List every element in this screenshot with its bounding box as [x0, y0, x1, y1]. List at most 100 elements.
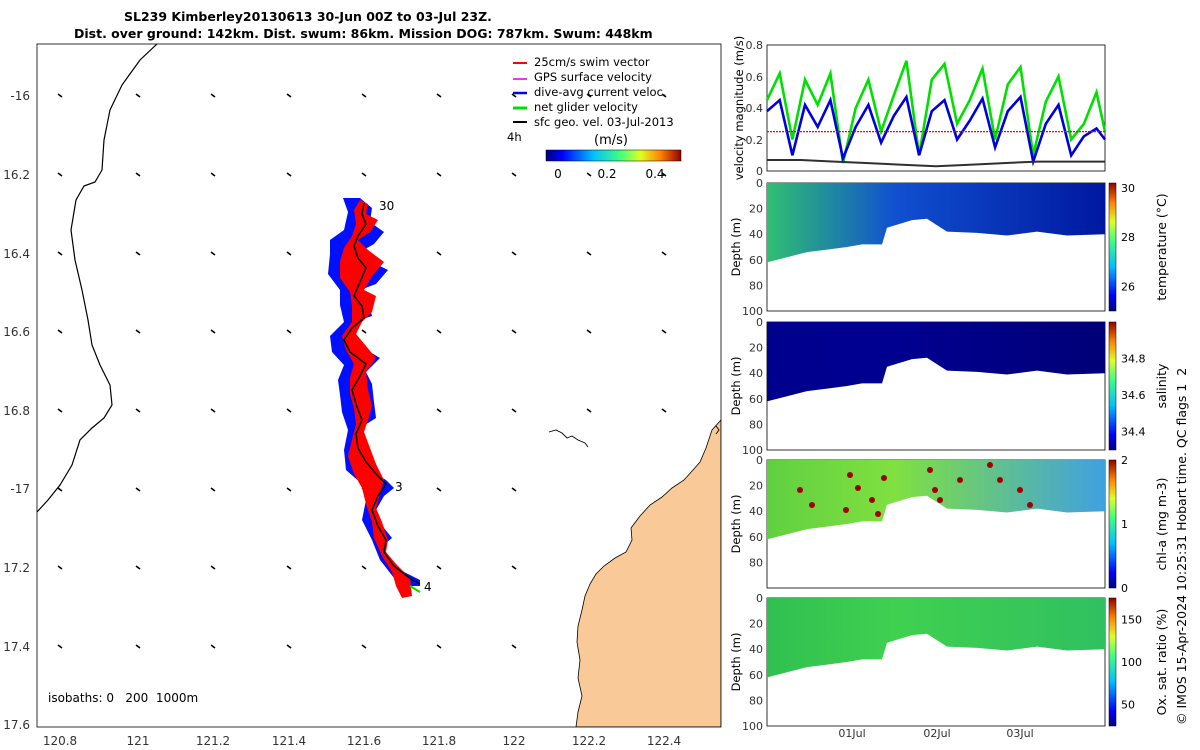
geo-arrow [661, 408, 667, 413]
colorbar-tick: 100 [1121, 656, 1142, 669]
vel-ylabel: velocity magnitude (m/s) [732, 36, 746, 181]
depth-y-tick: 20 [749, 618, 763, 631]
net-velocity-tail [409, 585, 421, 593]
colorbar-tick: 34.6 [1121, 389, 1146, 402]
geo-arrow [210, 172, 216, 177]
depth-data-region [767, 183, 1105, 263]
geo-arrow [210, 565, 216, 570]
time-x-tick: 02Jul [923, 727, 950, 740]
geo-arrow [661, 172, 667, 177]
island-1 [548, 429, 589, 448]
depth-y-tick: 40 [749, 643, 763, 656]
geo-arrow [436, 408, 442, 413]
map-y-tick: 17.2 [3, 561, 30, 575]
legend-label-geo: sfc geo. vel. 03-Jul-2013 [534, 115, 674, 129]
geo-arrow [57, 565, 63, 570]
chl-a-point [1027, 502, 1033, 508]
track-map: 120.8 121 121.2 121.4 121.6 121.8 122 12… [3, 43, 722, 748]
colorbar-label: chl-a (mg m-3) [1154, 478, 1169, 571]
legend-label-current: dive-avg current veloc. [534, 85, 667, 99]
geo-arrow [135, 329, 141, 334]
geo-arrow [361, 93, 367, 98]
geo-arrow [286, 329, 292, 334]
geo-arrow [286, 172, 292, 177]
chl-a-point [937, 497, 943, 503]
chl-a-point [869, 497, 875, 503]
geo-arrow [511, 487, 517, 492]
geo-arrow [57, 644, 63, 649]
track-label-3: 3 [395, 480, 403, 494]
geo-arrow [286, 251, 292, 256]
colorbar-tick: 150 [1121, 613, 1142, 626]
geo-arrow [57, 408, 63, 413]
colorbar-label: temperature (°C) [1154, 193, 1169, 300]
velocity-series-line [766, 93, 1107, 167]
geo-arrow [511, 251, 517, 256]
depth-y-tick: 60 [749, 669, 763, 682]
geo-arrow [511, 644, 517, 649]
map-y-tick: 16.6 [3, 325, 30, 339]
geo-arrow [511, 93, 517, 98]
colorbar-tick: 0 [554, 167, 562, 181]
isobath-line [37, 44, 158, 513]
depth-y-tick: 0 [756, 177, 763, 190]
colorbar [1108, 597, 1117, 727]
glider-track: 30 3 4 [328, 198, 432, 598]
island-2 [715, 425, 720, 435]
chl-a-point [997, 477, 1003, 483]
depth-y-tick: 40 [749, 505, 763, 518]
depth-y-tick: 40 [749, 228, 763, 241]
vel-y-tick: 0.2 [746, 134, 764, 147]
depth-y-tick: 40 [749, 367, 763, 380]
geo-arrow [57, 93, 63, 98]
depth-y-tick: 80 [749, 418, 763, 431]
chl-a-point [1017, 487, 1023, 493]
geo-arrow [286, 408, 292, 413]
geo-arrow [436, 172, 442, 177]
geo-arrow [511, 408, 517, 413]
geo-arrow [586, 408, 592, 413]
geo-arrow [436, 93, 442, 98]
map-y-tick: 16.2 [3, 168, 30, 182]
velocity-panel: 0 0.2 0.4 0.6 0.8 velocity magnitude (m/… [732, 36, 1107, 181]
time-x-tick: 03Jul [1006, 727, 1033, 740]
chl-a-point [927, 467, 933, 473]
geo-arrow [286, 487, 292, 492]
vel-y-tick: 0.6 [746, 71, 764, 84]
geo-arrow [286, 644, 292, 649]
legend-label-swim: 25cm/s swim vector [534, 55, 650, 69]
map-x-tick: 121.6 [347, 734, 381, 748]
vel-y-tick: 0 [756, 165, 763, 178]
depth-y-tick: 0 [756, 454, 763, 467]
geo-arrow [511, 565, 517, 570]
chart-subtitle: Dist. over ground: 142km. Dist. swum: 86… [74, 26, 653, 41]
depth-data-region [767, 598, 1105, 678]
geo-arrow [436, 487, 442, 492]
isobaths-label: isobaths: 0 200 1000m [48, 691, 198, 705]
chl-a-point [809, 502, 815, 508]
depth-y-tick: 100 [742, 720, 763, 733]
geo-arrow [135, 408, 141, 413]
depth-ylabel: Depth (m) [729, 633, 743, 692]
geo-arrow [135, 251, 141, 256]
geo-arrow [361, 172, 367, 177]
colorbar-tick: 2 [1121, 454, 1128, 467]
depth-y-tick: 80 [749, 556, 763, 569]
colorbar-tick: 0.4 [645, 167, 664, 181]
depth-y-tick: 100 [742, 444, 763, 457]
colorbar-tick: 50 [1121, 699, 1135, 712]
legend-label-gps: GPS surface velocity [534, 70, 652, 84]
colorbar-unit-label: (m/s) [594, 133, 628, 148]
depth-panel-oxygen: 0 20 40 60 80 100 Depth (m) 150 100 50 Ox. sat. ra… [729, 592, 1169, 740]
geo-arrow [210, 93, 216, 98]
colorbar-tick: 0.2 [597, 167, 616, 181]
chl-a-point [797, 487, 803, 493]
depth-y-tick: 60 [749, 531, 763, 544]
geo-arrow [286, 565, 292, 570]
depth-y-tick: 80 [749, 279, 763, 292]
legend-label-net: net glider velocity [534, 100, 638, 114]
geo-arrow [135, 644, 141, 649]
colorbar-tick: 34.4 [1121, 426, 1146, 439]
geo-arrow [361, 565, 367, 570]
geo-velocity-arrows [57, 93, 667, 649]
